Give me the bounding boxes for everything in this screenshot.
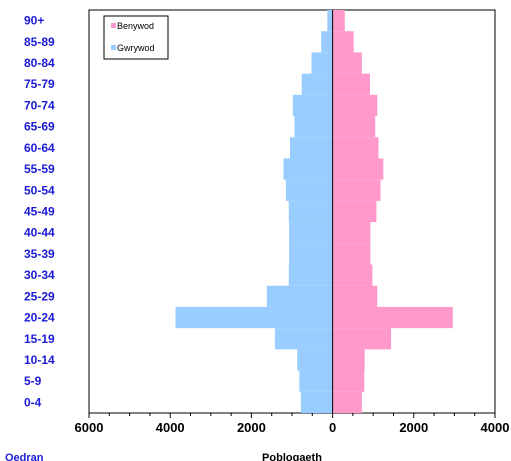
bar-male-35-39	[289, 243, 333, 265]
y-tick-label: 85-89	[24, 35, 55, 49]
y-tick-label: 35-39	[24, 247, 55, 261]
legend: Benywod Gwrywod	[103, 15, 169, 60]
x-axis-ticks	[88, 413, 496, 418]
y-tick-label: 65-69	[24, 120, 55, 134]
bar-male-20-24	[175, 306, 333, 329]
bar-female-0-4	[332, 391, 362, 413]
bar-male-25-29	[266, 285, 333, 307]
bar-male-15-19	[274, 328, 333, 350]
legend-swatch-male	[111, 45, 116, 50]
x-tick-label: 0	[329, 420, 336, 435]
bar-male-50-54	[285, 179, 333, 201]
y-tick-label: 20-24	[24, 311, 55, 325]
x-tick-label: 6000	[75, 420, 104, 435]
bar-female-40-44	[332, 222, 371, 244]
y-tick-label: 10-14	[24, 353, 55, 367]
bar-female-85-89	[332, 31, 354, 53]
bar-male-65-69	[294, 116, 333, 138]
bar-female-25-29	[332, 285, 378, 307]
bar-male-30-34	[288, 264, 333, 286]
bar-male-10-14	[297, 349, 333, 371]
y-tick-label: 45-49	[24, 205, 55, 219]
y-axis-tick-labels: 0-4 5-9 10-14 15-19 20-24 25-29 30-34 35-39 40-4…	[24, 14, 55, 410]
bar-male-80-84	[311, 52, 333, 74]
legend-label-female: Benywod	[117, 21, 154, 31]
y-tick-label: 0-4	[24, 395, 42, 409]
bar-female-15-19	[332, 328, 392, 350]
y-tick-label: 70-74	[24, 98, 55, 112]
y-tick-label: 50-54	[24, 183, 55, 197]
bar-female-80-84	[332, 52, 362, 74]
y-tick-label: 15-19	[24, 332, 55, 346]
male-bars	[175, 10, 333, 413]
bar-female-65-69	[332, 116, 376, 138]
bar-male-85-89	[321, 31, 333, 53]
x-tick-label: 4000	[481, 420, 510, 435]
x-tick-label: 2000	[237, 420, 266, 435]
bar-female-75-79	[332, 73, 370, 95]
bar-female-5-9	[332, 370, 365, 392]
y-tick-label: 75-79	[24, 77, 55, 91]
bar-female-90+	[332, 10, 345, 32]
bar-female-60-64	[332, 137, 379, 159]
y-tick-label: 30-34	[24, 268, 55, 282]
y-tick-label: 40-44	[24, 226, 55, 240]
legend-swatch-female	[111, 23, 116, 28]
bar-male-40-44	[289, 222, 333, 244]
bar-male-55-59	[283, 158, 333, 180]
y-axis-title: Oedran	[5, 452, 44, 461]
bar-male-5-9	[299, 370, 333, 392]
legend-label-male: Gwrywod	[117, 43, 155, 53]
x-axis-title: Poblogaeth	[262, 452, 322, 461]
x-tick-label: 2000	[399, 420, 428, 435]
bar-female-10-14	[332, 349, 365, 371]
y-tick-label: 55-59	[24, 162, 55, 176]
y-tick-label: 60-64	[24, 141, 55, 155]
bar-male-60-64	[289, 137, 333, 159]
bar-female-30-34	[332, 264, 373, 286]
x-axis-tick-labels: 6000 4000 2000 0 2000 4000	[75, 420, 510, 435]
y-tick-label: 90+	[24, 14, 44, 28]
bar-male-45-49	[288, 200, 333, 223]
bar-female-70-74	[332, 94, 378, 117]
bar-female-20-24	[332, 306, 453, 329]
x-tick-label: 4000	[156, 420, 185, 435]
bar-male-90+	[327, 10, 333, 32]
y-tick-label: 25-29	[24, 289, 55, 303]
y-tick-label: 5-9	[24, 374, 42, 388]
female-bars	[332, 10, 453, 413]
bar-male-75-79	[301, 73, 333, 95]
bar-female-35-39	[332, 243, 371, 265]
bar-female-45-49	[332, 200, 377, 223]
y-tick-label: 80-84	[24, 56, 55, 70]
bar-female-55-59	[332, 158, 384, 180]
bar-female-50-54	[332, 179, 381, 201]
bar-male-0-4	[300, 391, 333, 413]
bar-male-70-74	[292, 94, 333, 117]
